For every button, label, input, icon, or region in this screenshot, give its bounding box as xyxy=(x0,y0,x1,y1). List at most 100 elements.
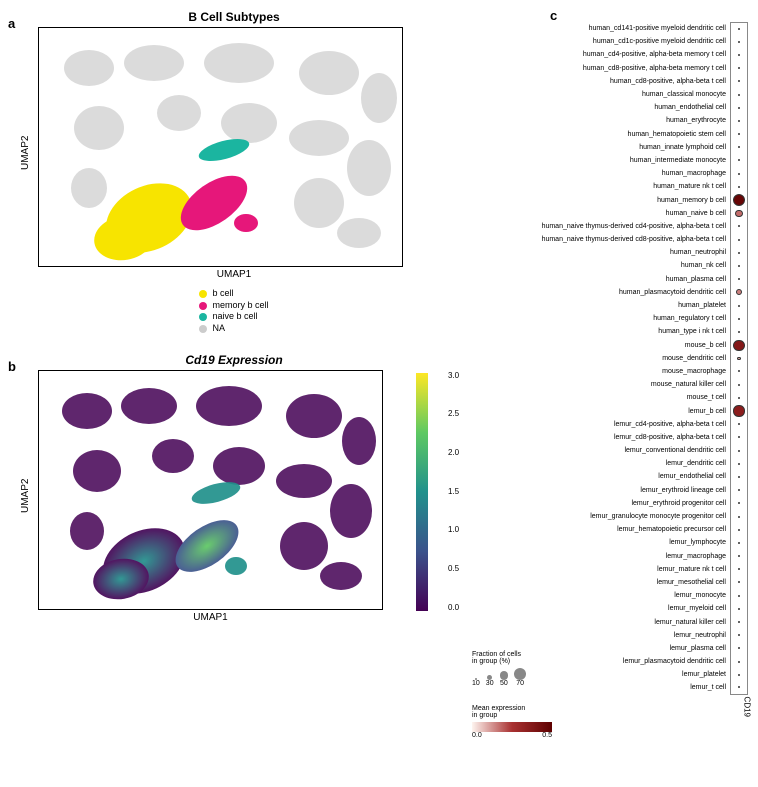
dot-icon xyxy=(738,225,740,227)
dot-icon xyxy=(738,463,740,465)
dot-icon xyxy=(738,661,740,663)
gene-label: CD19 xyxy=(742,697,751,717)
dotplot-row-label: human_classical monocyte xyxy=(642,91,730,98)
dotplot-cell xyxy=(730,391,748,404)
size-legend-title: Fraction of cells in group (%) xyxy=(472,651,526,665)
dotplot-cell xyxy=(730,220,748,233)
dotplot-cell xyxy=(730,444,748,457)
dotplot-cell xyxy=(730,233,748,246)
dot-icon xyxy=(738,436,740,438)
dotplot-row-label: human_neutrophil xyxy=(670,249,730,256)
dotplot-row-label: human_plasma cell xyxy=(666,276,730,283)
dotplot-cell xyxy=(730,299,748,312)
dotplot-cell xyxy=(730,22,748,35)
dotplot-row: human_hematopoietic stem cell xyxy=(440,128,748,141)
panel-b-plot xyxy=(38,370,383,610)
dotplot-row-label: human_memory b cell xyxy=(657,197,730,204)
dotplot-row-label: lemur_erythroid lineage cell xyxy=(640,487,730,494)
dotplot-cell xyxy=(730,75,748,88)
dotplot-row: mouse_macrophage xyxy=(440,365,748,378)
dotplot-row: human_naive b cell xyxy=(440,207,748,220)
dotplot-row: human_type i nk t cell xyxy=(440,325,748,338)
left-column: a B Cell Subtypes UMAP2 xyxy=(10,10,430,777)
dotplot-cell xyxy=(730,114,748,127)
dotplot-cell xyxy=(730,259,748,272)
dotplot-row: lemur_hematopoietic precursor cell xyxy=(440,523,748,536)
dotplot-cell xyxy=(730,312,748,325)
dot-icon xyxy=(738,186,740,188)
dotplot-cell xyxy=(730,576,748,589)
dotplot-row-label: mouse_macrophage xyxy=(662,368,730,375)
dotplot-row: lemur_endothelial cell xyxy=(440,470,748,483)
dotplot-cell xyxy=(730,325,748,338)
dotplot-row: human_plasmacytoid dendritic cell xyxy=(440,286,748,299)
dotplot-row: human_macrophage xyxy=(440,167,748,180)
dotplot-cell xyxy=(730,550,748,563)
dotplot-row-label: human_cd141-positive myeloid dendritic c… xyxy=(589,25,730,32)
dotplot-row-label: lemur_plasma cell xyxy=(670,645,730,652)
dotplot-row-label: lemur_macrophage xyxy=(666,553,730,560)
dotplot-cell xyxy=(730,497,748,510)
dotplot-row-label: lemur_t cell xyxy=(690,684,730,691)
dotplot-row: human_erythrocyte xyxy=(440,114,748,127)
expr-legend: Mean expression in group 0.00.5 xyxy=(472,705,552,739)
dotplot-cell xyxy=(730,35,748,48)
dot-icon xyxy=(738,265,740,267)
size-legend-item: 50 xyxy=(500,671,509,687)
dotplot-cell xyxy=(730,655,748,668)
dotplot-row: human_cd8-positive, alpha-beta memory t … xyxy=(440,62,748,75)
size-legend-value: 30 xyxy=(486,680,494,687)
dotplot-row-label: human_plasmacytoid dendritic cell xyxy=(619,289,730,296)
dotplot-row-label: human_regulatory t cell xyxy=(653,315,730,322)
dot-icon xyxy=(733,194,745,206)
dotplot: human_cd141-positive myeloid dendritic c… xyxy=(440,22,748,695)
expr-legend-ticks: 0.00.5 xyxy=(472,732,552,739)
size-legend-dots: 10 30 50 70 xyxy=(472,668,526,687)
dot-icon xyxy=(738,94,740,96)
dotplot-row-label: lemur_endothelial cell xyxy=(658,473,730,480)
dotplot-row-label: human_naive b cell xyxy=(666,210,730,217)
legend-dot-icon xyxy=(199,290,207,298)
panel-a: a B Cell Subtypes UMAP2 xyxy=(10,10,430,335)
dotplot-cell xyxy=(730,681,748,694)
dot-icon xyxy=(736,289,742,295)
dotplot-row-label: human_cd1c-positive myeloid dendritic ce… xyxy=(593,38,730,45)
dotplot-cell xyxy=(730,62,748,75)
dotplot-row: human_regulatory t cell xyxy=(440,312,748,325)
dotplot-cell xyxy=(730,629,748,642)
dotplot-row-label: human_cd8-positive, alpha-beta t cell xyxy=(610,78,730,85)
dotplot-cell xyxy=(730,48,748,61)
panel-c: c human_cd141-positive myeloid dendritic… xyxy=(430,10,748,777)
dotplot-row: lemur_mature nk t cell xyxy=(440,563,748,576)
dotplot-row-label: human_naive thymus-derived cd4-positive,… xyxy=(542,223,730,230)
panel-a-legend: b cellmemory b cellnaive b cellNA xyxy=(199,288,268,335)
dotplot-cell xyxy=(730,167,748,180)
dot-icon xyxy=(738,634,740,636)
dotplot-row: lemur_conventional dendritic cell xyxy=(440,444,748,457)
dotplot-cell xyxy=(730,88,748,101)
dot-icon xyxy=(738,516,740,518)
dotplot-row-label: lemur_platelet xyxy=(682,671,730,678)
dotplot-cell xyxy=(730,510,748,523)
dotplot-row-label: lemur_erythroid progenitor cell xyxy=(631,500,730,507)
dot-icon xyxy=(738,146,740,148)
dotplot-row: human_cd4-positive, alpha-beta memory t … xyxy=(440,48,748,61)
dot-icon xyxy=(738,318,740,320)
dotplot-row-label: mouse_natural killer cell xyxy=(651,381,730,388)
figure-container: a B Cell Subtypes UMAP2 xyxy=(10,10,748,777)
dot-icon xyxy=(738,529,740,531)
panel-a-title: B Cell Subtypes xyxy=(38,10,430,24)
dotplot-cell xyxy=(730,470,748,483)
dotplot-cell xyxy=(730,365,748,378)
dotplot-row: lemur_neutrophil xyxy=(440,629,748,642)
legend-text: naive b cell xyxy=(212,311,257,323)
dot-icon xyxy=(738,568,740,570)
dotplot-cell xyxy=(730,668,748,681)
dot-icon xyxy=(738,686,740,688)
dotplot-row: mouse_dendritic cell xyxy=(440,352,748,365)
dotplot-cell xyxy=(730,642,748,655)
size-legend-item: 70 xyxy=(514,668,526,687)
size-legend-value: 10 xyxy=(472,680,480,687)
dotplot-row-label: lemur_myeloid cell xyxy=(668,605,730,612)
dotplot-row: lemur_macrophage xyxy=(440,550,748,563)
